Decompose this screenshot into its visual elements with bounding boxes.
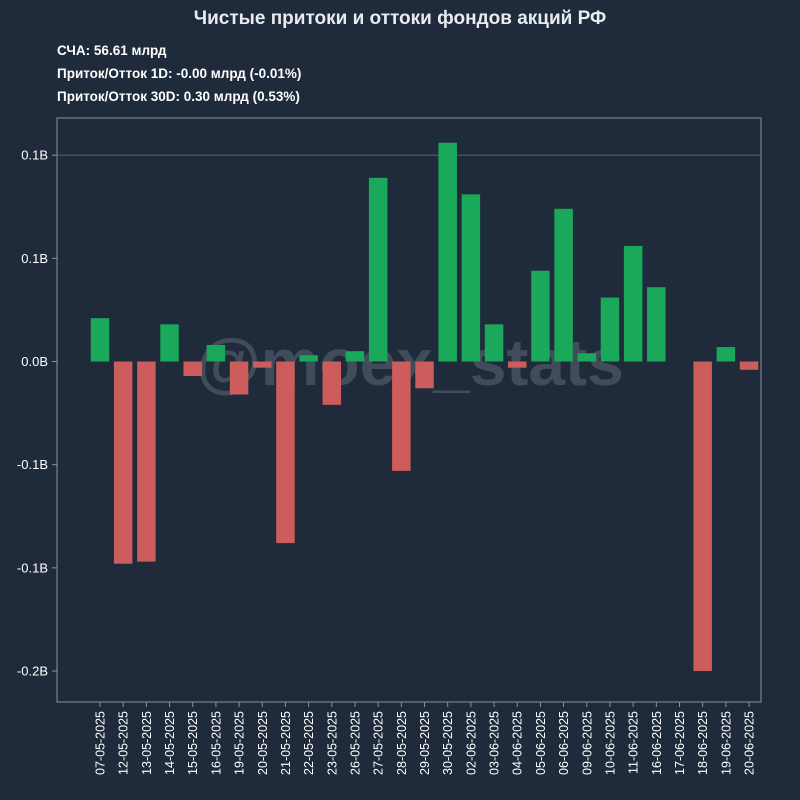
- x-tick-label: 23-05-2025: [325, 711, 339, 775]
- x-tick-label: 22-05-2025: [302, 711, 316, 775]
- bar-29-05-2025: [415, 361, 434, 389]
- bar-14-05-2025: [160, 324, 179, 362]
- x-tick-label: 05-06-2025: [534, 711, 548, 775]
- x-tick-label: 20-05-2025: [256, 711, 270, 775]
- x-tick-label: 28-05-2025: [395, 711, 409, 775]
- x-tick-label: 04-06-2025: [511, 711, 525, 775]
- x-tick-label: 16-06-2025: [650, 711, 664, 775]
- bar-15-05-2025: [183, 361, 202, 376]
- x-tick-label: 19-05-2025: [233, 711, 247, 775]
- x-tick-label: 13-05-2025: [140, 711, 154, 775]
- stat-flow-30d: Приток/Отток 30D: 0.30 млрд (0.53%): [57, 88, 301, 111]
- bar-20-06-2025: [739, 361, 759, 370]
- bar-30-05-2025: [438, 142, 457, 362]
- x-tick-label: 17-06-2025: [673, 711, 687, 775]
- stat-flow-1d-value: -0.00 млрд (-0.01%): [176, 66, 302, 81]
- bar-16-06-2025: [647, 287, 666, 362]
- bar-18-06-2025: [693, 361, 712, 672]
- x-tick-label: 10-06-2025: [603, 711, 617, 775]
- bar-03-06-2025: [484, 324, 504, 362]
- bar-06-06-2025: [554, 208, 573, 362]
- x-tick-label: 21-05-2025: [279, 711, 293, 775]
- bar-04-06-2025: [507, 361, 527, 368]
- y-tick-label: -0.1B: [17, 560, 48, 575]
- stat-nav-label: СЧА:: [57, 43, 91, 58]
- bar-09-06-2025: [577, 353, 597, 362]
- bar-10-06-2025: [600, 297, 620, 362]
- stat-flow-1d-label: Приток/Отток 1D:: [57, 66, 173, 81]
- bar-16-05-2025: [206, 344, 226, 362]
- bar-07-05-2025: [90, 318, 110, 362]
- x-tick-label: 16-05-2025: [209, 711, 223, 775]
- bar-13-05-2025: [137, 361, 156, 562]
- x-tick-label: 07-05-2025: [94, 711, 108, 775]
- y-tick-label: -0.2B: [17, 664, 48, 679]
- bar-19-06-2025: [716, 347, 736, 362]
- y-tick-label: -0.1B: [17, 457, 48, 472]
- y-tick-label: 0.1B: [21, 148, 48, 163]
- stat-flow-30d-label: Приток/Отток 30D:: [57, 89, 180, 104]
- bar-05-06-2025: [531, 270, 550, 362]
- x-tick-label: 30-05-2025: [441, 711, 455, 775]
- y-tick-label: 0.0B: [21, 354, 48, 369]
- y-tick-label: 0.1B: [21, 251, 48, 266]
- stat-flow-1d: Приток/Отток 1D: -0.00 млрд (-0.01%): [57, 65, 301, 88]
- x-tick-label: 18-06-2025: [696, 711, 710, 775]
- x-tick-label: 11-06-2025: [627, 711, 641, 774]
- stat-flow-30d-value: 0.30 млрд (0.53%): [183, 89, 300, 104]
- chart-title: Чистые притоки и оттоки фондов акций РФ: [193, 8, 607, 29]
- x-tick-label: 29-05-2025: [418, 711, 432, 775]
- bar-19-05-2025: [229, 361, 249, 395]
- bar-26-05-2025: [345, 351, 365, 362]
- x-tick-label: 12-05-2025: [117, 711, 131, 775]
- bar-02-06-2025: [461, 194, 481, 362]
- stat-nav: СЧА: 56.61 млрд: [57, 42, 301, 65]
- bar-11-06-2025: [623, 245, 643, 362]
- bar-21-05-2025: [276, 361, 295, 544]
- x-tick-label: 27-05-2025: [372, 711, 386, 775]
- bar-23-05-2025: [322, 361, 342, 405]
- x-tick-label: 06-06-2025: [557, 711, 571, 775]
- x-tick-label: 20-06-2025: [743, 711, 757, 775]
- bar-22-05-2025: [299, 355, 318, 362]
- x-tick-label: 02-06-2025: [464, 711, 478, 775]
- x-tick-label: 14-05-2025: [163, 711, 177, 775]
- x-tick-label: 26-05-2025: [348, 711, 362, 775]
- plot-frame: [56, 117, 762, 703]
- x-tick-label: 09-06-2025: [580, 711, 594, 775]
- bar-12-05-2025: [113, 361, 133, 564]
- bar-20-05-2025: [253, 361, 272, 368]
- stats-block: СЧА: 56.61 млрд Приток/Отток 1D: -0.00 м…: [57, 42, 301, 111]
- bar-28-05-2025: [392, 361, 411, 471]
- bar-27-05-2025: [368, 177, 388, 362]
- x-tick-label: 15-05-2025: [186, 711, 200, 775]
- stat-nav-value: 56.61 млрд: [93, 43, 167, 58]
- x-tick-label: 19-06-2025: [719, 711, 733, 775]
- x-tick-label: 03-06-2025: [488, 711, 502, 775]
